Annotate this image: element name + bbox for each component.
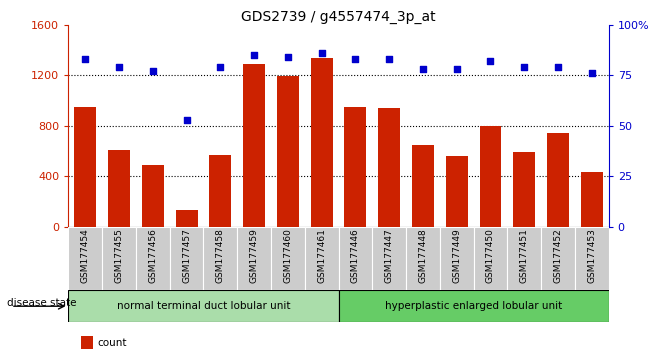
Text: normal terminal duct lobular unit: normal terminal duct lobular unit: [117, 301, 290, 311]
Bar: [412, 144, 434, 227]
Point: [148, 68, 158, 74]
Bar: [541, 227, 575, 290]
Text: GSM177450: GSM177450: [486, 228, 495, 283]
Bar: [378, 108, 400, 227]
Point: [80, 56, 90, 62]
Bar: [176, 210, 197, 227]
Text: GSM177459: GSM177459: [249, 228, 258, 283]
Bar: [547, 133, 569, 227]
Bar: [170, 227, 203, 290]
Bar: [372, 227, 406, 290]
Bar: [203, 227, 237, 290]
Bar: [406, 227, 440, 290]
Point: [452, 66, 462, 72]
Point: [316, 50, 327, 56]
Text: GSM177447: GSM177447: [385, 228, 394, 283]
Point: [384, 56, 395, 62]
Bar: [339, 290, 609, 322]
Text: hyperplastic enlarged lobular unit: hyperplastic enlarged lobular unit: [385, 301, 562, 311]
Bar: [210, 155, 231, 227]
Bar: [243, 64, 265, 227]
Bar: [102, 227, 136, 290]
Text: GSM177461: GSM177461: [317, 228, 326, 283]
Text: GSM177456: GSM177456: [148, 228, 158, 283]
Text: GSM177453: GSM177453: [587, 228, 596, 283]
Bar: [344, 107, 367, 227]
Text: GSM177460: GSM177460: [283, 228, 292, 283]
Bar: [446, 156, 467, 227]
Point: [553, 64, 563, 70]
Bar: [305, 227, 339, 290]
Title: GDS2739 / g4557474_3p_at: GDS2739 / g4557474_3p_at: [242, 10, 436, 24]
Text: GSM177455: GSM177455: [115, 228, 124, 283]
Bar: [311, 58, 333, 227]
Text: GSM177446: GSM177446: [351, 228, 360, 283]
Text: GSM177457: GSM177457: [182, 228, 191, 283]
Point: [350, 56, 361, 62]
Bar: [339, 227, 372, 290]
Point: [485, 58, 495, 64]
Bar: [575, 227, 609, 290]
Text: GSM177448: GSM177448: [419, 228, 428, 283]
Bar: [507, 227, 541, 290]
Bar: [513, 152, 535, 227]
Bar: [142, 165, 164, 227]
Point: [215, 64, 225, 70]
Bar: [136, 227, 170, 290]
Text: GSM177458: GSM177458: [216, 228, 225, 283]
Bar: [108, 150, 130, 227]
Point: [519, 64, 529, 70]
Text: GSM177451: GSM177451: [519, 228, 529, 283]
Text: GSM177449: GSM177449: [452, 228, 461, 283]
Bar: [68, 290, 339, 322]
Bar: [74, 107, 96, 227]
Point: [182, 117, 192, 122]
Bar: [237, 227, 271, 290]
Bar: [474, 227, 507, 290]
Text: GSM177452: GSM177452: [553, 228, 562, 283]
Bar: [271, 227, 305, 290]
Bar: [581, 172, 603, 227]
Point: [249, 52, 259, 58]
Bar: [277, 76, 299, 227]
Point: [283, 54, 293, 60]
Point: [114, 64, 124, 70]
Point: [418, 66, 428, 72]
Point: [587, 70, 597, 76]
Text: GSM177454: GSM177454: [81, 228, 90, 283]
Bar: [480, 126, 501, 227]
Bar: [68, 227, 102, 290]
Bar: [440, 227, 474, 290]
Text: disease state: disease state: [7, 298, 76, 308]
Text: count: count: [97, 338, 126, 348]
